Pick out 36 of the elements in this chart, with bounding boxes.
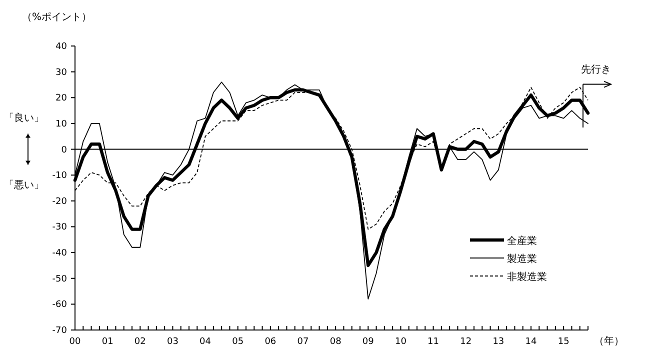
x-tick-label: 03 xyxy=(166,337,178,347)
y-tick-label: 20 xyxy=(56,94,68,104)
text: 「良い」 xyxy=(4,112,44,124)
x-tick-label: 02 xyxy=(134,337,146,347)
text: 「悪い」 xyxy=(4,179,44,191)
y-tick-label: 0 xyxy=(61,145,68,156)
x-tick-label: 00 xyxy=(69,337,81,347)
y-tick-label: 40 xyxy=(56,42,68,52)
x-tick-label: 15 xyxy=(558,337,570,347)
legend-label: 全産業 xyxy=(507,235,537,247)
x-tick-label: 07 xyxy=(297,337,309,347)
x-tick-label: 06 xyxy=(264,337,276,347)
y-tick-label: 30 xyxy=(56,68,68,78)
legend-label: 製造業 xyxy=(507,253,537,265)
y-tick-label: -40 xyxy=(52,248,68,259)
annotation: 先行き xyxy=(581,63,611,76)
x-tick-label: 14 xyxy=(525,337,537,347)
y-tick-label: -10 xyxy=(52,171,68,182)
y-tick-label: -60 xyxy=(52,300,68,310)
x-tick-label: 08 xyxy=(330,337,342,347)
x-tick-label: 13 xyxy=(492,337,504,347)
x-tick-label: 12 xyxy=(460,337,472,347)
y-tick-label: -20 xyxy=(52,196,68,207)
y-tick-label: -70 xyxy=(52,326,68,336)
x-tick-label: 11 xyxy=(428,337,440,347)
y-tick-label: 10 xyxy=(56,119,68,130)
legend-label: 非製造業 xyxy=(507,271,547,283)
x-tick-label: 10 xyxy=(394,337,407,347)
y-axis-title: （%ポイント） xyxy=(22,12,92,23)
x-axis-title: （年） xyxy=(594,335,624,347)
y-tick-label: -30 xyxy=(52,222,68,233)
x-tick-label: 09 xyxy=(362,337,374,347)
x-tick-label: 01 xyxy=(102,337,114,347)
y-tick-label: -50 xyxy=(52,274,68,284)
x-tick-label: 04 xyxy=(200,337,212,347)
x-tick-label: 05 xyxy=(232,337,244,347)
